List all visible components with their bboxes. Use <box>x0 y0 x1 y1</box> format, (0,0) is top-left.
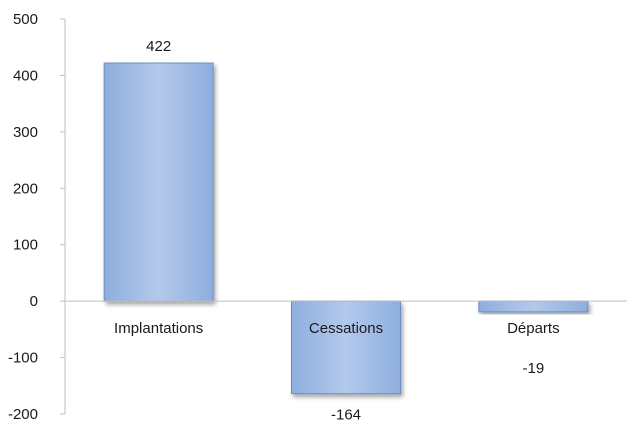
y-tick-label: -100 <box>8 350 38 367</box>
data-label: 422 <box>146 38 171 55</box>
y-tick-label: 100 <box>13 237 38 254</box>
y-tick-label: 500 <box>13 11 38 28</box>
y-tick-label: -200 <box>8 406 38 423</box>
bars <box>103 62 589 395</box>
y-tick-label: 300 <box>13 124 38 141</box>
y-tick-label: 0 <box>30 293 38 310</box>
data-label: -164 <box>331 407 361 424</box>
y-tick-label: 200 <box>13 180 38 197</box>
category-labels: Implantations Cessations Départs <box>114 320 560 337</box>
category-label: Départs <box>507 320 560 337</box>
bar-d-parts <box>478 300 589 313</box>
data-labels: 422 -164 -19 <box>146 38 544 424</box>
y-axis: -200 -100 0 100 200 300 400 500 <box>8 11 66 423</box>
category-label: Implantations <box>114 320 203 337</box>
bar-implantations <box>103 62 214 302</box>
bar-cessations <box>291 300 401 395</box>
category-label: Cessations <box>309 320 383 337</box>
data-label: -19 <box>522 360 544 377</box>
y-tick-label: 400 <box>13 67 38 84</box>
